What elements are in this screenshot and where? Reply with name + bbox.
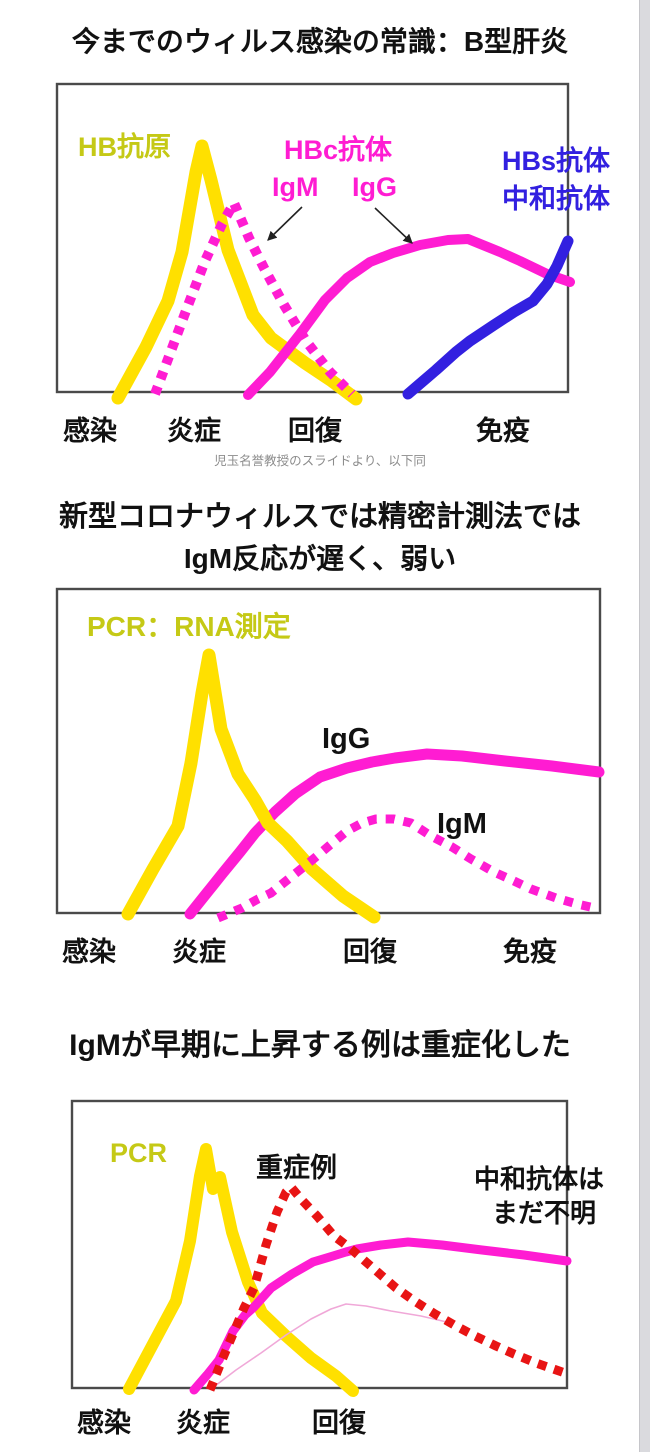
x-axis-label: 免疫 <box>476 415 530 446</box>
chart2-title-line2: IgM反応が遅く、弱い <box>183 543 457 574</box>
window-edge-strip <box>639 0 650 1452</box>
chart3-title: IgMが早期に上昇する例は重症化した <box>69 1029 571 1062</box>
hbc-igg-line <box>243 234 575 400</box>
mild-case-thin-line <box>214 1303 452 1387</box>
igm-label: IgM <box>272 172 319 202</box>
igg-label: IgG <box>322 723 370 755</box>
x-axis-label: 炎症 <box>167 416 221 446</box>
igg-label: IgG <box>352 172 397 202</box>
pcr-rna-line <box>121 648 381 924</box>
antibody-line <box>189 1237 572 1395</box>
x-axis-label: 回復 <box>343 936 398 967</box>
igm-dashed-line <box>216 814 600 923</box>
chart2-title-line1: 新型コロナウィルスでは精密計測法では <box>58 501 581 533</box>
chart3-frame <box>70 1099 569 1390</box>
x-axis-label: 回復 <box>312 1407 367 1438</box>
x-axis-label: 感染 <box>62 936 116 967</box>
x-axis-label: 炎症 <box>176 1408 230 1438</box>
x-axis-label: 免疫 <box>503 936 557 967</box>
hbc-igm-dashed-line <box>150 198 356 398</box>
severe-case-dashed-line <box>205 1182 567 1392</box>
pcr-line <box>123 1143 359 1397</box>
hb-antigen-line <box>111 139 363 406</box>
neutralizing-unknown-label-1: 中和抗体は <box>474 1164 604 1194</box>
chart1-title: 今までのウィルス感染の常識：B型肝炎 <box>71 26 569 57</box>
annotation-arrow <box>267 206 303 241</box>
igm-label: IgM <box>437 808 487 840</box>
hb-antigen-label: HB抗原 <box>78 131 171 162</box>
x-axis-label: 感染 <box>77 1407 131 1438</box>
x-axis-label: 感染 <box>63 415 117 446</box>
pcr-label: PCR <box>110 1138 167 1168</box>
annotation-arrow <box>374 207 413 244</box>
x-axis-label: 炎症 <box>172 937 226 967</box>
hbs-antibody-line <box>402 235 574 400</box>
hbc-antibody-label: HBc抗体 <box>284 134 393 165</box>
chart2-frame <box>55 587 602 915</box>
hbs-antibody-label: HBs抗体 <box>502 145 611 176</box>
neutralizing-antibody-label: 中和抗体 <box>502 183 611 214</box>
igg-line <box>184 748 605 920</box>
neutralizing-unknown-label-2: まだ不明 <box>492 1198 596 1228</box>
source-caption: 児玉名誉教授のスライドより、以下同 <box>214 454 426 468</box>
x-axis-label: 回復 <box>288 415 343 446</box>
pcr-rna-label: PCR：RNA測定 <box>87 610 291 642</box>
severe-case-label: 重症例 <box>256 1153 337 1183</box>
